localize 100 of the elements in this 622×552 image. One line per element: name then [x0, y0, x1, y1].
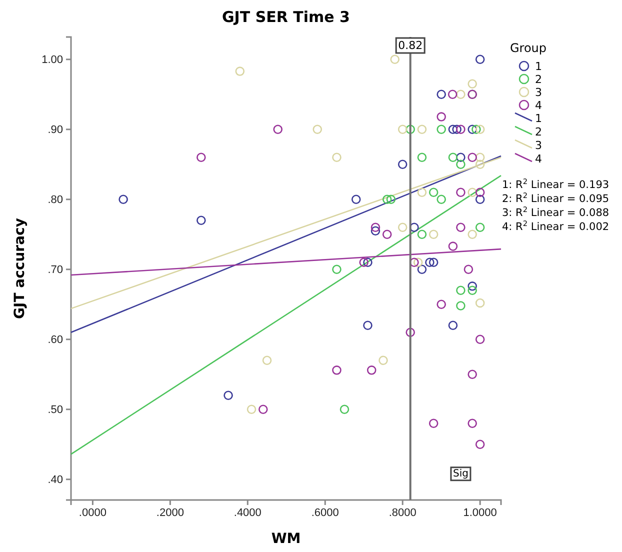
- ref-line-label: 0.82: [398, 39, 423, 52]
- point: [425, 258, 434, 268]
- y-tick-label: .80: [48, 194, 63, 206]
- y-tick-label: .50: [48, 404, 63, 416]
- point: [428, 418, 438, 428]
- point: [332, 366, 342, 375]
- legend-label: 4: [535, 152, 542, 166]
- point: [456, 160, 466, 170]
- point: [468, 188, 477, 198]
- point: [468, 152, 477, 162]
- point: [448, 90, 458, 100]
- point: [413, 258, 423, 268]
- x-tick-label: .0000: [78, 506, 106, 519]
- y-tick-label: .70: [48, 264, 63, 276]
- point: [246, 404, 256, 414]
- point: [436, 90, 446, 100]
- y-tick-label: .40: [48, 474, 63, 486]
- point: [475, 222, 485, 232]
- point: [468, 286, 477, 296]
- point: [366, 366, 376, 375]
- point: [398, 124, 408, 134]
- point: [456, 124, 466, 134]
- point: [436, 300, 446, 309]
- point: [428, 258, 438, 268]
- point: [468, 230, 477, 240]
- point: [468, 370, 477, 379]
- point: [398, 222, 408, 232]
- x-axis-title: WM: [271, 531, 301, 547]
- point: [468, 124, 477, 134]
- point: [340, 404, 350, 414]
- point: [382, 194, 392, 204]
- legend-label: 1: [535, 60, 542, 73]
- point: [436, 124, 446, 134]
- point: [363, 258, 372, 268]
- point: [448, 152, 458, 162]
- point: [456, 90, 466, 100]
- point: [410, 258, 419, 268]
- legend-title: Group: [510, 41, 547, 55]
- text: 1: R$^{2}$ Linear = 0.193: [502, 176, 610, 191]
- point: [475, 152, 485, 162]
- text: 2: R$^{2}$ Linear = 0.095: [502, 190, 610, 205]
- point: [475, 160, 485, 170]
- point: [332, 264, 342, 274]
- point: [196, 152, 206, 162]
- point: [332, 152, 342, 162]
- point: [378, 356, 388, 365]
- legend-label: 3: [535, 139, 542, 152]
- y-axis-title: GJT accuracy: [12, 218, 28, 319]
- y-tick-label: .60: [48, 334, 63, 346]
- point: [410, 222, 419, 232]
- point: [475, 334, 485, 344]
- point: [370, 222, 380, 232]
- x-tick-label: .6000: [311, 506, 339, 519]
- point: [452, 124, 462, 134]
- y-tick-label: .90: [48, 124, 63, 136]
- point: [428, 230, 438, 240]
- point: [224, 390, 233, 400]
- point: [262, 356, 272, 365]
- point: [417, 264, 427, 274]
- chart-title: GJT SER Time 3: [222, 8, 350, 26]
- point: [417, 230, 427, 240]
- point: [428, 188, 438, 198]
- point: [382, 230, 392, 240]
- point: [370, 226, 380, 236]
- point: [417, 188, 427, 198]
- point: [468, 79, 477, 89]
- legend-label: 4: [535, 99, 542, 112]
- annotation: Sig: [452, 468, 468, 480]
- point: [273, 124, 283, 134]
- legend-label: 1: [535, 112, 542, 125]
- point: [417, 124, 427, 134]
- point: [475, 440, 485, 449]
- point: [312, 124, 322, 134]
- point: [448, 320, 458, 330]
- point: [406, 124, 415, 134]
- point: [386, 194, 396, 204]
- point: [456, 222, 466, 232]
- x-tick-label: .8000: [388, 506, 416, 519]
- point: [235, 66, 245, 76]
- point: [475, 188, 485, 198]
- text: 4: R$^{2}$ Linear = 0.002: [502, 218, 610, 233]
- point: [406, 328, 415, 337]
- legend-label: 3: [535, 86, 542, 99]
- point: [258, 404, 268, 414]
- x-tick-label: 1.0000: [463, 506, 497, 519]
- point: [390, 54, 400, 64]
- point: [456, 301, 466, 310]
- point: [359, 258, 369, 268]
- legend-label: 2: [535, 126, 542, 138]
- point: [118, 194, 128, 204]
- point: [398, 160, 408, 170]
- point: [436, 194, 446, 204]
- point: [436, 112, 446, 122]
- x-tick-label: .2000: [156, 506, 184, 519]
- legend-label: 2: [535, 73, 542, 86]
- point: [456, 152, 466, 162]
- y-tick-label: 1.00: [42, 54, 63, 66]
- point: [363, 320, 372, 330]
- point: [448, 242, 458, 251]
- point: [464, 264, 474, 274]
